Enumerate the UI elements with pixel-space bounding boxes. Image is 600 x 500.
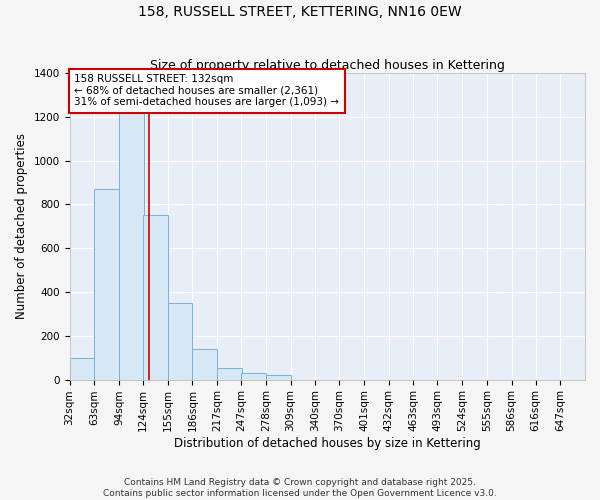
Text: 158 RUSSELL STREET: 132sqm
← 68% of detached houses are smaller (2,361)
31% of s: 158 RUSSELL STREET: 132sqm ← 68% of deta… [74, 74, 340, 108]
Title: Size of property relative to detached houses in Kettering: Size of property relative to detached ho… [150, 59, 505, 72]
Bar [94, 189, 119, 380]
Text: Contains HM Land Registry data © Crown copyright and database right 2025.
Contai: Contains HM Land Registry data © Crown c… [103, 478, 497, 498]
Bar [193, 349, 217, 380]
Bar [217, 368, 242, 380]
Bar [119, 102, 144, 380]
Bar [70, 358, 94, 380]
Bar [143, 216, 167, 380]
X-axis label: Distribution of detached houses by size in Kettering: Distribution of detached houses by size … [174, 437, 481, 450]
Bar [266, 375, 290, 380]
Bar [167, 303, 193, 380]
Text: 158, RUSSELL STREET, KETTERING, NN16 0EW: 158, RUSSELL STREET, KETTERING, NN16 0EW [138, 5, 462, 19]
Y-axis label: Number of detached properties: Number of detached properties [15, 134, 28, 320]
Bar [241, 373, 266, 380]
